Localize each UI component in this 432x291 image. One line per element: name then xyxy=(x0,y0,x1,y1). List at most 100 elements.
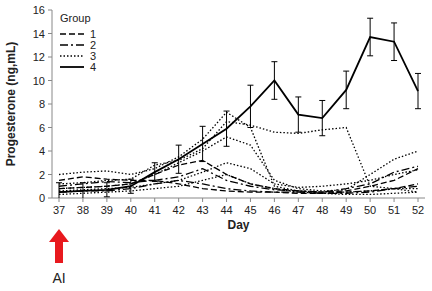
error-cap xyxy=(104,182,110,183)
error-stem xyxy=(226,111,227,146)
error-cap xyxy=(343,108,349,109)
arrow-head xyxy=(49,229,69,242)
legend-swatch xyxy=(60,44,84,45)
error-bar xyxy=(295,97,301,132)
y-tick xyxy=(48,33,52,34)
y-tick-label: 10 xyxy=(33,75,45,87)
error-cap xyxy=(176,173,182,174)
y-tick-label: 0 xyxy=(39,192,45,204)
error-stem xyxy=(418,73,419,108)
error-stem xyxy=(370,18,371,56)
x-tick xyxy=(274,198,275,202)
series-line xyxy=(59,160,418,192)
error-bar xyxy=(200,126,206,161)
error-cap xyxy=(224,111,230,112)
x-tick xyxy=(298,198,299,202)
error-cap xyxy=(343,71,349,72)
error-cap xyxy=(128,193,134,194)
legend: Group1234 xyxy=(60,12,96,73)
error-stem xyxy=(250,85,251,127)
y-tick-label: 12 xyxy=(33,51,45,63)
error-cap xyxy=(152,181,158,182)
y-tick-label: 4 xyxy=(39,145,45,157)
x-tick-label: 51 xyxy=(388,204,400,216)
chart: 0246810121416373839404142434445464748495… xyxy=(0,0,432,291)
x-tick xyxy=(322,198,323,202)
x-tick-label: 46 xyxy=(268,204,280,216)
x-tick-label: 39 xyxy=(101,204,113,216)
error-bar xyxy=(367,18,373,56)
x-tick xyxy=(370,198,371,202)
error-cap xyxy=(152,162,158,163)
error-cap xyxy=(200,126,206,127)
x-tick xyxy=(346,198,347,202)
x-tick-label: 48 xyxy=(316,204,328,216)
x-tick-label: 42 xyxy=(173,204,185,216)
error-cap xyxy=(247,127,253,128)
x-tick xyxy=(394,198,395,202)
series-line xyxy=(59,175,418,195)
y-tick-label: 14 xyxy=(33,28,45,40)
y-tick xyxy=(48,104,52,105)
error-cap xyxy=(247,85,253,86)
y-tick-label: 6 xyxy=(39,122,45,134)
error-bar xyxy=(224,111,230,146)
error-cap xyxy=(367,18,373,19)
error-cap xyxy=(176,145,182,146)
legend-swatch xyxy=(60,55,84,56)
error-cap xyxy=(391,22,397,23)
error-stem xyxy=(274,62,275,100)
error-cap xyxy=(415,108,421,109)
y-axis-label: Progesterone (ng,mL) xyxy=(4,42,18,167)
x-tick-label: 41 xyxy=(149,204,161,216)
x-tick-label: 47 xyxy=(292,204,304,216)
series-line xyxy=(59,122,418,193)
x-tick xyxy=(202,198,203,202)
y-tick xyxy=(48,80,52,81)
x-tick xyxy=(418,198,419,202)
y-tick-label: 8 xyxy=(39,98,45,110)
error-bar xyxy=(152,163,158,182)
y-tick xyxy=(48,57,52,58)
error-cap xyxy=(271,99,277,100)
y-tick xyxy=(48,198,52,199)
series-line xyxy=(59,37,418,192)
error-stem xyxy=(106,183,107,197)
error-cap xyxy=(415,73,421,74)
y-tick xyxy=(48,174,52,175)
plot-area xyxy=(56,18,421,198)
legend-label: 4 xyxy=(90,61,96,73)
x-tick-label: 50 xyxy=(364,204,376,216)
error-cap xyxy=(128,179,134,180)
error-bar xyxy=(415,73,421,108)
arrow-shaft xyxy=(55,241,63,263)
error-cap xyxy=(391,60,397,61)
y-tick-label: 16 xyxy=(33,4,45,16)
x-tick-label: 38 xyxy=(77,204,89,216)
error-stem xyxy=(298,97,299,132)
legend-title: Group xyxy=(60,12,91,24)
error-cap xyxy=(319,135,325,136)
series-line xyxy=(59,112,418,192)
x-tick-label: 40 xyxy=(125,204,137,216)
error-bar xyxy=(343,71,349,109)
x-tick xyxy=(82,198,83,202)
error-stem xyxy=(130,179,131,193)
x-tick-label: 44 xyxy=(220,204,232,216)
x-tick-label: 52 xyxy=(412,204,424,216)
legend-swatch xyxy=(60,66,84,68)
x-axis-label: Day xyxy=(227,218,249,232)
x-tick xyxy=(130,198,131,202)
y-tick xyxy=(48,10,52,11)
x-tick xyxy=(106,198,107,202)
series-line xyxy=(59,163,418,191)
error-stem xyxy=(394,23,395,61)
error-cap xyxy=(319,100,325,101)
y-tick xyxy=(48,151,52,152)
error-cap xyxy=(271,61,277,62)
x-tick xyxy=(154,198,155,202)
y-tick xyxy=(48,127,52,128)
x-tick-label: 43 xyxy=(196,204,208,216)
legend-swatch xyxy=(60,33,84,34)
y-tick-label: 2 xyxy=(39,169,45,181)
